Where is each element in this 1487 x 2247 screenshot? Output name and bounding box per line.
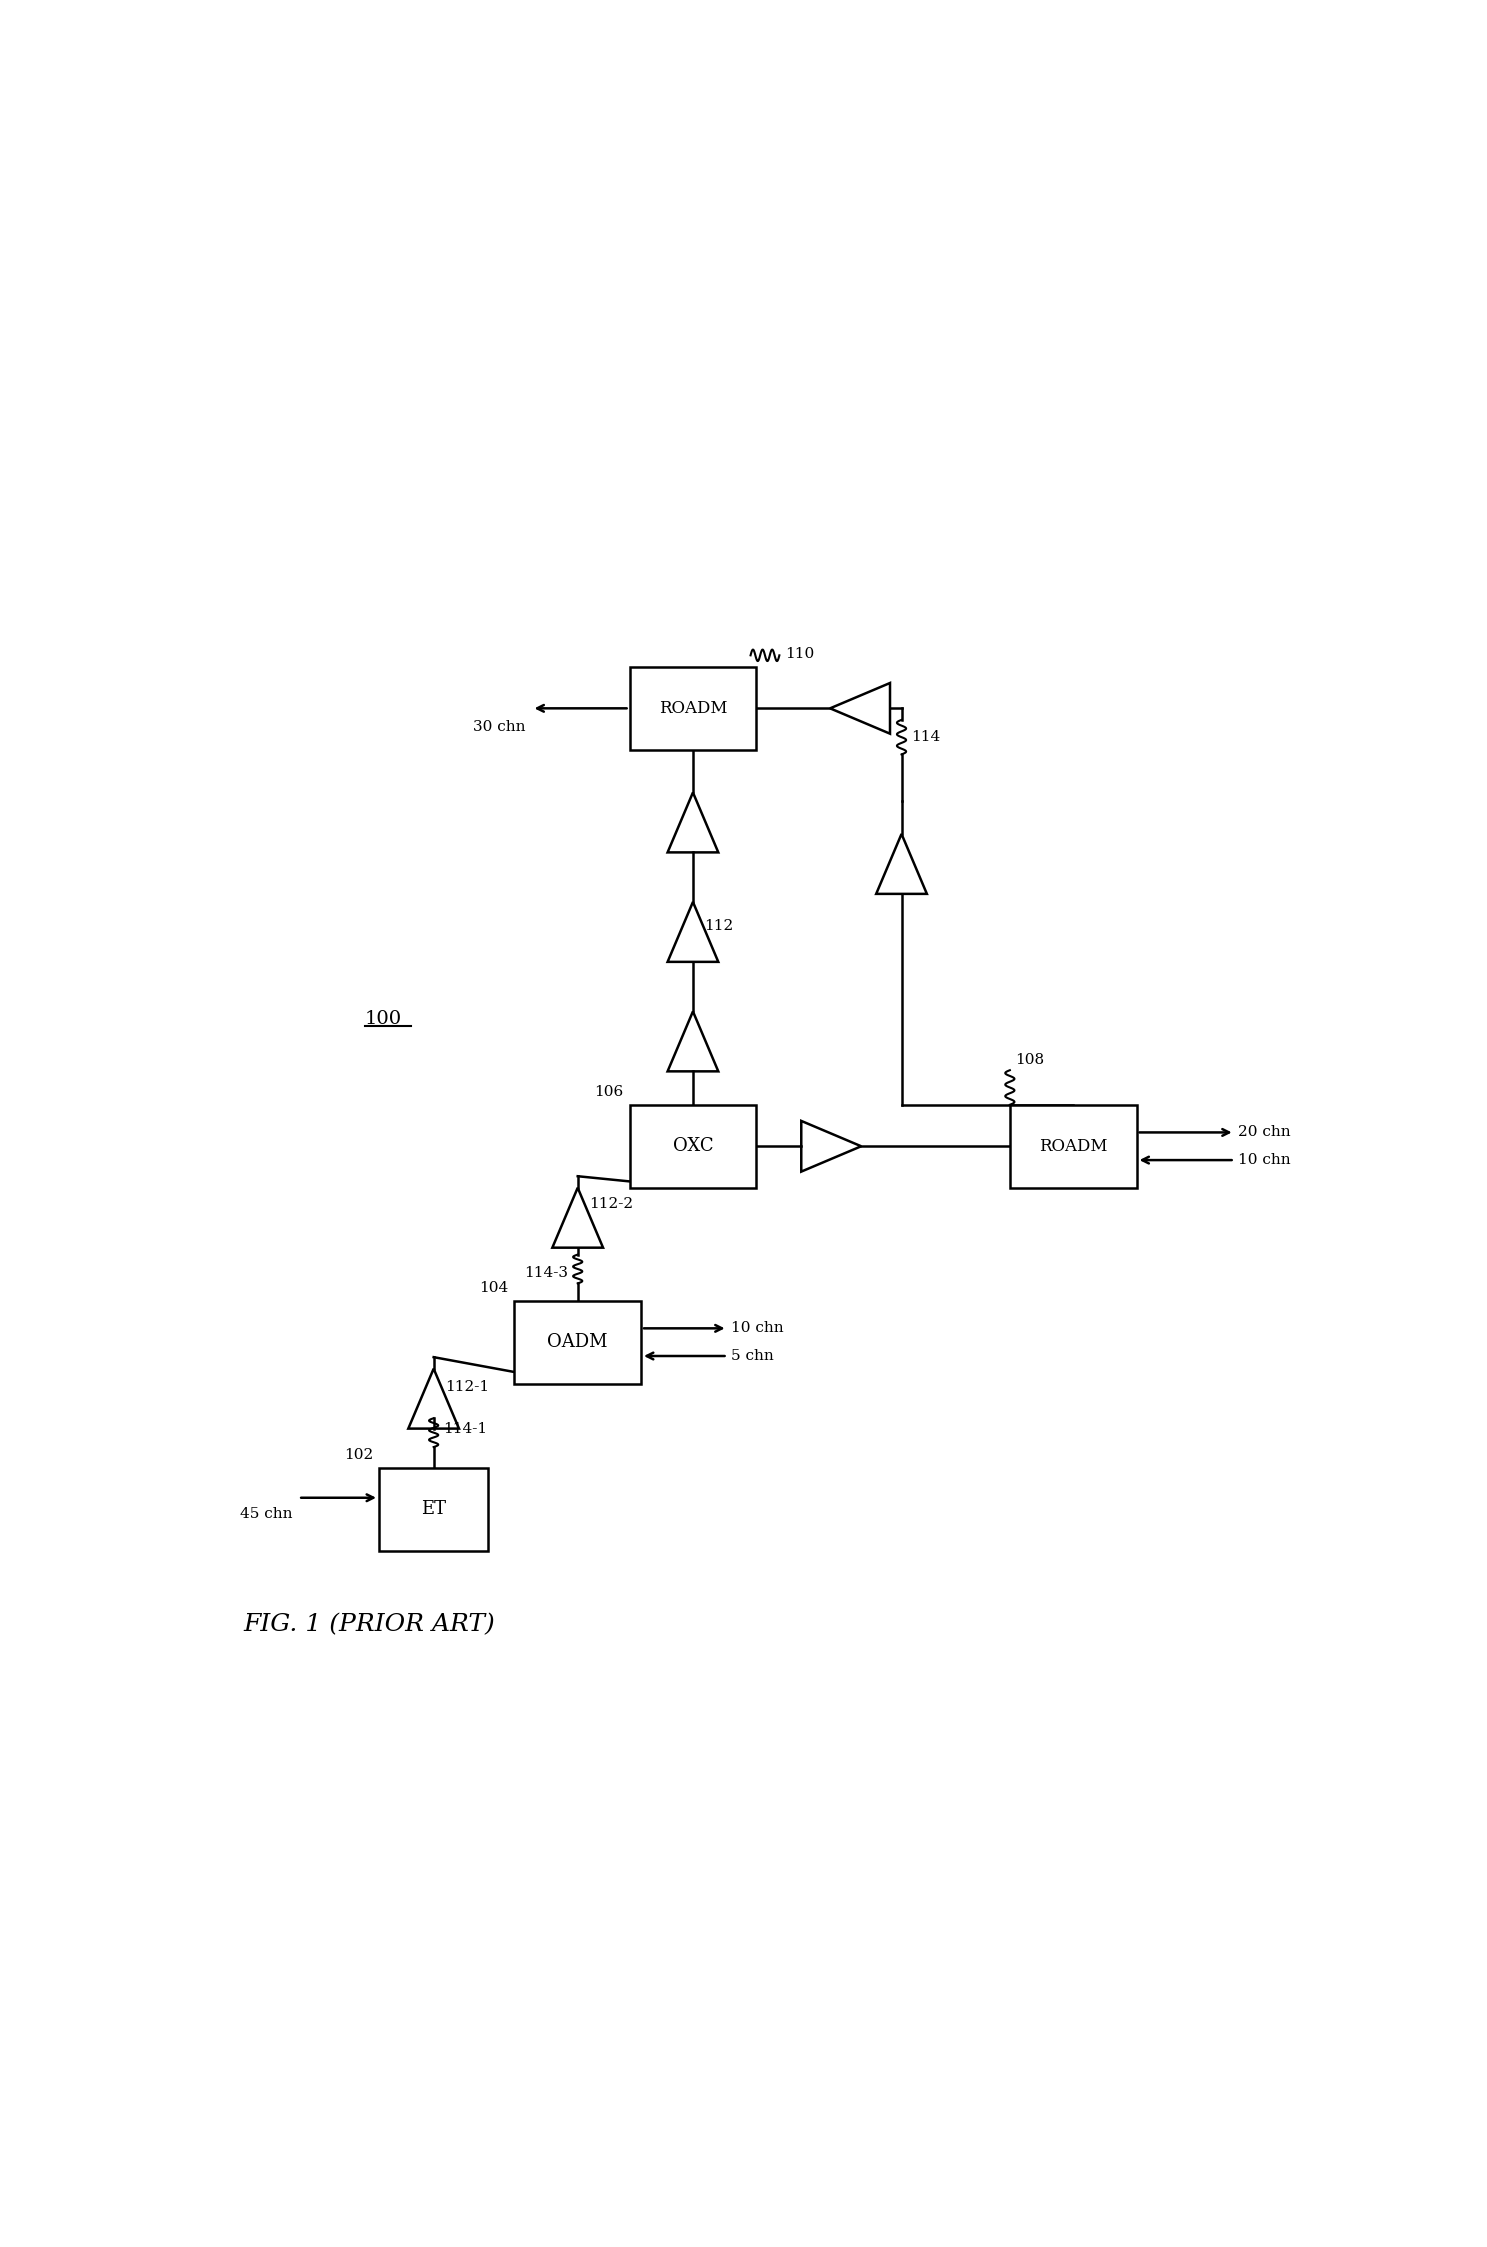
FancyBboxPatch shape (629, 667, 757, 750)
Text: OXC: OXC (672, 1137, 714, 1155)
FancyBboxPatch shape (629, 1106, 757, 1189)
Text: ROADM: ROADM (1039, 1137, 1108, 1155)
Text: 45 chn: 45 chn (239, 1508, 293, 1521)
Text: OADM: OADM (547, 1332, 608, 1350)
Text: 20 chn: 20 chn (1239, 1126, 1291, 1139)
Text: 110: 110 (785, 647, 815, 661)
Text: 102: 102 (343, 1447, 373, 1463)
Text: 112-2: 112-2 (589, 1198, 633, 1211)
Text: 112: 112 (705, 919, 733, 933)
Text: 114-1: 114-1 (443, 1422, 486, 1436)
Text: 108: 108 (1016, 1054, 1045, 1067)
Text: 114-3: 114-3 (525, 1265, 568, 1281)
Text: 112-1: 112-1 (445, 1380, 489, 1393)
Text: 104: 104 (479, 1281, 509, 1294)
Text: 114: 114 (910, 730, 940, 744)
Text: ROADM: ROADM (659, 699, 727, 717)
Text: ET: ET (421, 1501, 446, 1519)
Text: 30 chn: 30 chn (473, 719, 526, 735)
FancyBboxPatch shape (1010, 1106, 1136, 1189)
Text: 100: 100 (364, 1011, 401, 1029)
Text: 10 chn: 10 chn (732, 1321, 784, 1335)
Text: 10 chn: 10 chn (1239, 1153, 1291, 1166)
FancyBboxPatch shape (515, 1301, 641, 1384)
Text: FIG. 1 (PRIOR ART): FIG. 1 (PRIOR ART) (244, 1613, 495, 1636)
Text: 5 chn: 5 chn (732, 1348, 773, 1364)
FancyBboxPatch shape (379, 1467, 488, 1550)
Text: 106: 106 (595, 1085, 623, 1099)
